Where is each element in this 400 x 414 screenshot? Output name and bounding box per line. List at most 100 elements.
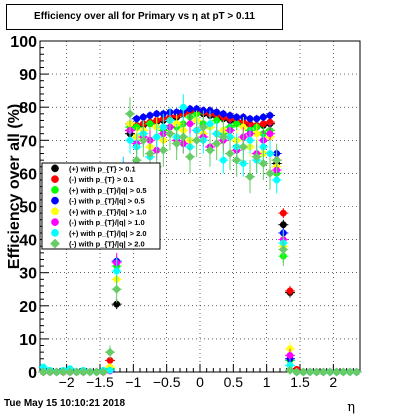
data-point [325, 367, 335, 377]
legend-label: (-) with p_{T}/|q| > 0.5 [69, 197, 145, 206]
data-point [265, 168, 275, 178]
data-point [232, 155, 242, 165]
data-point [286, 352, 294, 359]
data-point [206, 120, 214, 128]
data-point [85, 367, 95, 377]
y-tick-label: 50 [19, 200, 37, 217]
data-point [51, 196, 59, 205]
data-point [292, 367, 302, 377]
data-point [305, 367, 315, 377]
data-point [298, 367, 308, 377]
data-point [332, 367, 342, 377]
legend-label: (-) with p_{T} > 0.1 [69, 175, 134, 184]
data-point [219, 110, 227, 118]
data-point [178, 132, 188, 142]
y-tick-label: 30 [19, 266, 37, 283]
x-axis-label: η [347, 400, 355, 414]
data-point [225, 148, 235, 159]
data-point [266, 130, 274, 138]
data-point [125, 109, 135, 119]
data-point [139, 113, 147, 121]
y-tick-label: 10 [19, 332, 37, 349]
data-point [218, 132, 228, 142]
legend-label: (+) with p_{T}/|q| > 0.5 [69, 186, 147, 195]
data-point [145, 148, 155, 159]
data-point [259, 113, 267, 121]
data-point [51, 186, 59, 194]
legend-entry: (-) with p_{T}/|q| > 1.0 [51, 218, 145, 227]
legend-entry: (-) with p_{T} > 0.1 [51, 175, 134, 184]
data-point [38, 367, 48, 377]
data-point [273, 176, 281, 184]
chart-title: Efficiency over all for Primary vs η at … [34, 11, 255, 22]
data-point [345, 367, 355, 377]
x-tick-label: 0 [196, 374, 204, 390]
legend-label: (+) with p_{T} > 0.1 [69, 164, 136, 173]
data-point [198, 122, 208, 132]
data-point [153, 133, 161, 141]
y-tick-label: 20 [19, 299, 37, 316]
data-point [258, 158, 268, 169]
data-point [51, 218, 59, 226]
data-point [65, 367, 75, 377]
data-point [172, 139, 182, 149]
data-point [219, 156, 227, 164]
data-point [51, 207, 59, 216]
x-tick-label: 1.5 [290, 374, 310, 390]
chart-title-box: Efficiency over all for Primary vs η at … [6, 4, 283, 30]
x-tick-label: −2 [59, 374, 75, 390]
data-point [226, 112, 234, 119]
data-point [259, 120, 267, 128]
data-point [50, 238, 60, 249]
data-point [279, 221, 287, 229]
legend-label: (-) with p_{T}/|q| > 2.0 [69, 240, 145, 249]
data-point [113, 267, 121, 275]
x-tick-label: 0.5 [224, 374, 244, 390]
data-point [112, 284, 122, 294]
data-point [266, 150, 274, 157]
data-point [158, 145, 168, 155]
y-tick-label: 100 [10, 34, 37, 51]
data-point [126, 136, 134, 144]
data-point [272, 155, 282, 165]
legend-box [41, 162, 161, 250]
data-point [233, 120, 241, 128]
data-point [51, 229, 59, 237]
data-point [246, 136, 254, 144]
y-tick-label: 60 [19, 166, 37, 183]
series-7 [38, 97, 362, 377]
data-point [146, 120, 154, 128]
x-tick-label: 1 [263, 374, 271, 390]
data-point [105, 347, 115, 357]
data-point [185, 152, 195, 162]
data-point [98, 367, 108, 377]
legend-label: (-) with p_{T}/|q| > 1.0 [69, 218, 145, 227]
data-point [106, 366, 114, 374]
data-point [165, 129, 175, 139]
legend-label: (+) with p_{T}/|q| > 2.0 [69, 229, 147, 238]
x-tick-label: −1 [125, 374, 141, 390]
legend-entry: (+) with p_{T}/|q| > 1.0 [51, 207, 147, 216]
data-point [286, 287, 294, 295]
y-tick-label: 90 [19, 67, 37, 84]
y-tick-label: 0 [28, 365, 37, 382]
legend-entry: (-) with p_{T}/|q| > 0.5 [51, 196, 145, 206]
data-point [179, 103, 187, 111]
data-point [92, 367, 102, 377]
data-point [338, 367, 348, 377]
data-point [78, 367, 88, 377]
data-point [52, 367, 62, 377]
x-tick-label: −1.5 [86, 374, 114, 390]
legend: (+) with p_{T} > 0.1 (-) with p_{T} > 0.1… [41, 162, 161, 250]
y-tick-label: 40 [19, 233, 37, 250]
legend-entry: (+) with p_{T}/|q| > 2.0 [51, 229, 147, 238]
data-point [352, 367, 362, 377]
data-point [51, 175, 59, 183]
legend-entry: (-) with p_{T}/|q| > 2.0 [50, 238, 145, 249]
y-tick-label: 80 [19, 100, 37, 117]
legend-entry: (+) with p_{T}/|q| > 0.5 [51, 186, 147, 195]
data-point [278, 244, 288, 255]
data-point [192, 135, 202, 145]
data-point [245, 172, 255, 182]
